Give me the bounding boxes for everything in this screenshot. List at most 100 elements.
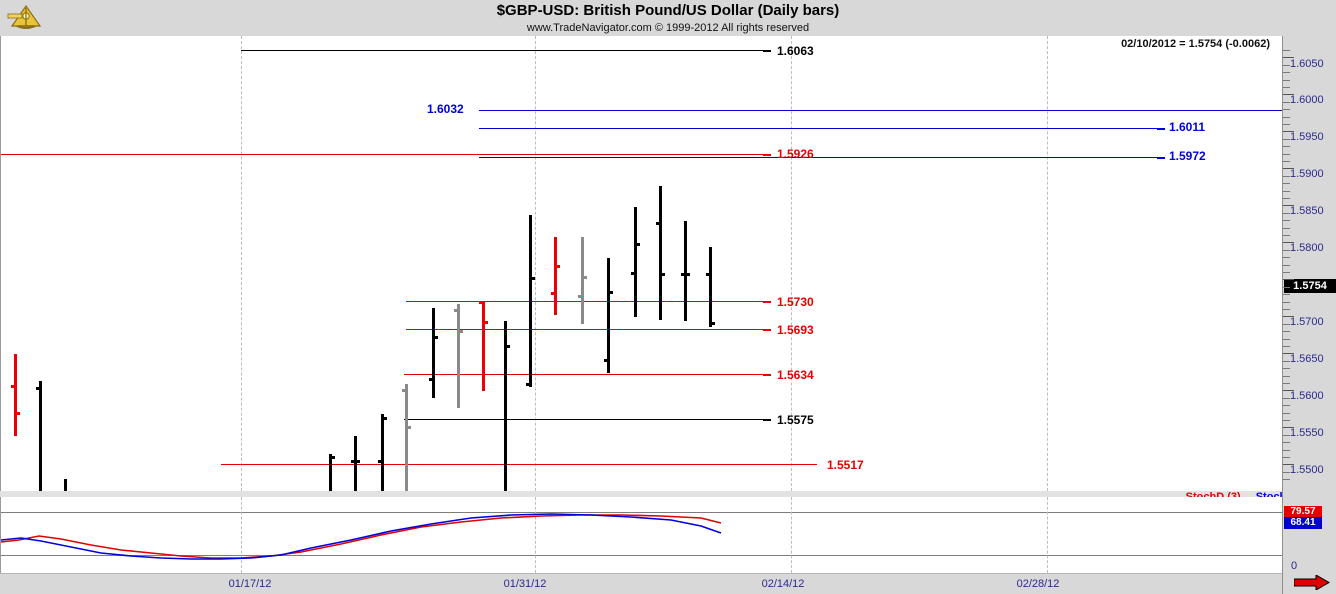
level-tick-1-5575 — [763, 419, 771, 421]
price-scale-tick — [1283, 279, 1294, 281]
price-scale-tick — [1283, 205, 1294, 207]
price-scale-tick — [1283, 131, 1294, 133]
price-scale-tick — [1283, 479, 1290, 481]
price-scale-tick — [1283, 286, 1290, 288]
price-scale-label: 1.5650 — [1290, 353, 1324, 365]
price-scale-label: 1.5800 — [1290, 242, 1324, 254]
level-line-1-5693 — [406, 329, 766, 330]
price-scale-tick — [1283, 360, 1290, 362]
gridline-vertical — [241, 497, 242, 573]
stoch-ref-level-20 — [1, 555, 1283, 556]
price-scale-tick — [1283, 57, 1294, 59]
page-title: $GBP-USD: British Pound/US Dollar (Daily… — [496, 2, 840, 19]
price-scale-tick — [1283, 397, 1290, 399]
level-label-1-6011: 1.6011 — [1169, 120, 1206, 134]
level-line-1-5926 — [1, 154, 766, 155]
price-scale-tick — [1283, 346, 1290, 347]
stochastic-panel[interactable] — [0, 497, 1283, 573]
price-scale-axis[interactable]: 1.6050 1.6000 1.5950 1.5900 1.5850 1.580… — [1282, 36, 1336, 594]
price-scale-tick — [1283, 353, 1294, 355]
price-scale-tick — [1283, 301, 1290, 303]
gridline-vertical — [241, 36, 242, 491]
level-label-1-5634: 1.5634 — [777, 368, 814, 382]
price-scale-tick — [1283, 227, 1290, 229]
scroll-right-arrow-icon[interactable] — [1294, 575, 1330, 590]
price-scale-tick — [1283, 427, 1294, 429]
price-scale-tick — [1283, 412, 1290, 414]
price-scale-tick — [1283, 272, 1290, 273]
current-price-tag: 1.5754 — [1284, 279, 1336, 293]
price-scale-tick — [1283, 294, 1290, 296]
stoch-k-line — [1, 513, 722, 560]
price-scale-tick — [1283, 434, 1290, 436]
price-scale-tick — [1283, 161, 1290, 162]
price-scale-tick — [1283, 464, 1294, 466]
price-scale-tick — [1283, 457, 1290, 458]
price-scale-tick — [1283, 442, 1290, 444]
level-line-1-5634 — [404, 374, 766, 375]
price-scale-label: 1.5850 — [1290, 205, 1324, 217]
stoch-k-value-tag: 68.41 — [1284, 517, 1322, 529]
stochastic-plot — [1, 513, 722, 560]
price-scale-tick — [1283, 87, 1290, 88]
price-scale-tick — [1283, 64, 1290, 66]
date-tick-label: 02/14/12 — [761, 578, 805, 590]
level-label-1-6032: 1.6032 — [427, 102, 464, 116]
price-scale-tick — [1283, 183, 1290, 185]
level-label-1-5730: 1.5730 — [777, 295, 814, 309]
gridline-vertical — [791, 497, 792, 573]
price-scale-tick — [1283, 309, 1290, 310]
level-line-1-5972 — [479, 157, 1157, 158]
price-scale-tick — [1283, 138, 1290, 140]
level-label-1-6063: 1.6063 — [777, 44, 814, 58]
price-scale-tick — [1283, 375, 1290, 377]
price-scale-tick — [1283, 338, 1290, 340]
level-tick-1-5693 — [763, 329, 771, 331]
price-scale-label: 1.5500 — [1290, 464, 1324, 476]
price-scale-label: 1.5700 — [1290, 316, 1324, 328]
level-line-1-5575 — [404, 419, 766, 420]
gridline-vertical — [535, 36, 536, 491]
stoch-d-value-tag: 79.57 — [1284, 506, 1322, 518]
price-scale-tick — [1283, 175, 1290, 177]
price-chart-panel[interactable]: 02/10/2012 = 1.5754 (-0.0062) 1.6063 1.6… — [0, 36, 1283, 527]
price-scale-tick — [1283, 471, 1290, 473]
level-line-1-5517 — [221, 464, 817, 465]
price-scale-tick — [1283, 153, 1290, 155]
price-scale-tick — [1283, 242, 1294, 244]
price-scale-tick — [1283, 323, 1290, 325]
level-tick-1-5926 — [763, 154, 771, 156]
stoch-d-line — [1, 514, 722, 559]
price-scale-label: 1.5600 — [1290, 390, 1324, 402]
price-scale-tick — [1283, 124, 1290, 125]
copyright-subtitle: www.TradeNavigator.com © 1999-2012 All r… — [526, 22, 810, 34]
level-label-1-5575: 1.5575 — [777, 413, 814, 427]
price-scale-tick — [1283, 316, 1294, 318]
price-scale-label: 1.5950 — [1290, 131, 1324, 143]
level-label-1-5926: 1.5926 — [777, 147, 814, 161]
price-scale-tick — [1283, 235, 1290, 236]
price-scale-tick — [1283, 331, 1290, 333]
price-scale-tick — [1283, 220, 1290, 222]
level-line-1-6011 — [479, 128, 1157, 129]
level-tick-1-5972 — [1157, 157, 1165, 159]
price-scale-label: 1.6000 — [1290, 94, 1324, 106]
price-scale-tick — [1283, 109, 1290, 111]
level-tick-1-6011 — [1157, 128, 1165, 130]
stoch-ref-level-80 — [1, 512, 1283, 513]
level-tick-1-6063 — [763, 50, 771, 52]
price-scale-tick — [1283, 198, 1290, 199]
date-tick-label: 02/28/12 — [1016, 578, 1060, 590]
price-scale-tick — [1283, 168, 1294, 170]
gridline-vertical — [1047, 36, 1048, 491]
date-tick-label: 01/31/12 — [503, 578, 547, 590]
price-scale-tick — [1283, 249, 1290, 251]
level-line-1-6063 — [241, 50, 766, 51]
stoch-zero-label: 0 — [1291, 560, 1298, 572]
date-axis: 01/17/12 01/31/12 02/14/12 02/28/12 — [0, 573, 1282, 594]
price-scale-tick — [1283, 383, 1290, 384]
price-scale-label: 1.5900 — [1290, 168, 1324, 180]
level-tick-1-5634 — [763, 374, 771, 376]
level-label-1-5693: 1.5693 — [777, 323, 814, 337]
price-scale-tick — [1283, 449, 1290, 451]
